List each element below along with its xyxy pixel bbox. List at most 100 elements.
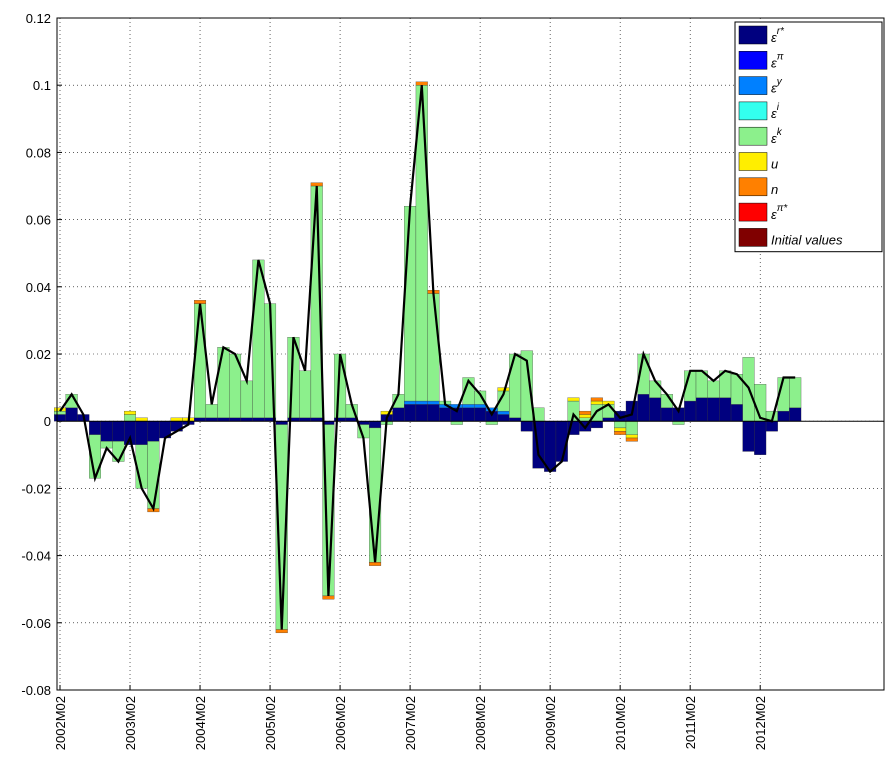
bar-segment — [252, 259, 265, 418]
bar-segment — [684, 400, 697, 422]
bar-segment — [649, 380, 662, 398]
bar-segment — [567, 397, 580, 402]
bar-segment — [275, 629, 288, 634]
legend-sup: r* — [777, 26, 785, 37]
x-tick-label: 2005M02 — [263, 696, 278, 750]
bar-segment — [789, 407, 802, 422]
bar-segment — [614, 431, 627, 435]
bar-segment — [369, 427, 382, 563]
bar-segment — [754, 421, 767, 455]
bar-segment — [707, 380, 720, 398]
legend-swatch — [738, 126, 768, 146]
bar-segment — [450, 404, 463, 408]
bar-segment — [205, 417, 218, 422]
y-tick-label: 0.02 — [26, 347, 51, 362]
bar-segment — [404, 400, 417, 405]
bar-segment — [89, 421, 101, 435]
bar-segment — [474, 390, 487, 405]
bar-segment — [322, 595, 335, 600]
legend-sup: i — [777, 102, 780, 113]
bar-segment — [240, 417, 253, 422]
legend-label: εy — [771, 77, 783, 96]
bar-segment — [194, 417, 207, 422]
x-tick-label: 2006M02 — [333, 696, 348, 750]
bar-segment — [299, 417, 312, 422]
legend-label: n — [771, 182, 778, 197]
bar-segment — [625, 421, 638, 435]
bar-segment — [147, 441, 160, 509]
legend-name: ε — [771, 207, 777, 222]
legend-swatch — [738, 202, 768, 222]
legend-name: n — [771, 182, 778, 197]
x-tick-label: 2012M02 — [753, 696, 768, 750]
bar-segment — [415, 81, 428, 86]
bar-segment — [54, 410, 66, 415]
x-tick-label: 2009M02 — [543, 696, 558, 750]
bar-segment — [637, 394, 650, 422]
legend-sup: y — [776, 77, 783, 88]
y-tick-label: 0.04 — [26, 280, 51, 295]
total-line — [59, 85, 796, 630]
bar-segment — [205, 404, 218, 418]
bar-segment — [124, 410, 137, 415]
y-tick-label: 0.08 — [26, 145, 51, 160]
legend-label: επ — [771, 51, 784, 70]
legend-label: εr* — [771, 26, 785, 45]
bar-segment — [217, 347, 230, 418]
bar-segment — [54, 414, 66, 422]
bar-segment — [474, 407, 487, 422]
bar-segment — [240, 380, 253, 418]
x-tick-label: 2007M02 — [403, 696, 418, 750]
bar-segment — [112, 421, 125, 442]
legend-swatch — [738, 25, 768, 45]
bar-segment — [579, 410, 592, 415]
bar-segment — [427, 404, 440, 422]
bar-segment — [369, 562, 382, 566]
legend-label: Initial values — [771, 232, 843, 247]
bar-segment — [170, 417, 183, 422]
x-tick-label: 2002M02 — [53, 696, 68, 750]
legend-sup: k — [777, 127, 783, 138]
y-tick-label: -0.06 — [21, 616, 51, 631]
bar-segment — [509, 353, 522, 418]
legend-name: ε — [771, 55, 777, 70]
bar-segment — [497, 414, 510, 422]
bar-segment — [404, 404, 417, 422]
bar-segment — [485, 421, 498, 425]
legend-sup: π* — [777, 203, 789, 214]
legend-swatch — [738, 177, 768, 197]
bar-segment — [602, 417, 615, 422]
bar-segment — [742, 421, 755, 452]
bar-segment — [730, 404, 743, 422]
x-tick-label: 2011M02 — [683, 696, 698, 749]
bar-segment — [614, 421, 627, 429]
x-tick-label: 2004M02 — [193, 696, 208, 750]
y-tick-label: -0.08 — [21, 683, 51, 698]
bar-segment — [310, 417, 323, 422]
plot-frame — [56, 17, 885, 691]
bar-segment — [707, 397, 720, 422]
bar-segment — [404, 206, 417, 402]
x-tick-label: 2008M02 — [473, 696, 488, 750]
bar-segment — [660, 407, 673, 422]
bar-segment — [765, 421, 778, 432]
legend-label: εk — [771, 127, 783, 146]
bar-segment — [520, 421, 533, 432]
bar-segment — [135, 421, 148, 445]
bar-segment — [194, 300, 207, 304]
y-tick-label: 0 — [44, 414, 51, 429]
x-tick-label: 2003M02 — [123, 696, 138, 750]
bar-segment — [147, 421, 160, 442]
bar-segment — [252, 417, 265, 422]
legend-name: ε — [771, 131, 777, 146]
legend-swatch — [738, 76, 768, 95]
bar-segment — [100, 421, 113, 442]
bar-segment — [509, 417, 522, 422]
y-tick-label: 0.1 — [33, 78, 51, 93]
y-tick-label: 0.06 — [26, 213, 51, 228]
y-tick-label: -0.02 — [21, 481, 51, 496]
bar-segment — [392, 407, 405, 422]
bar-segment — [649, 397, 662, 422]
bar-segment — [415, 400, 428, 405]
